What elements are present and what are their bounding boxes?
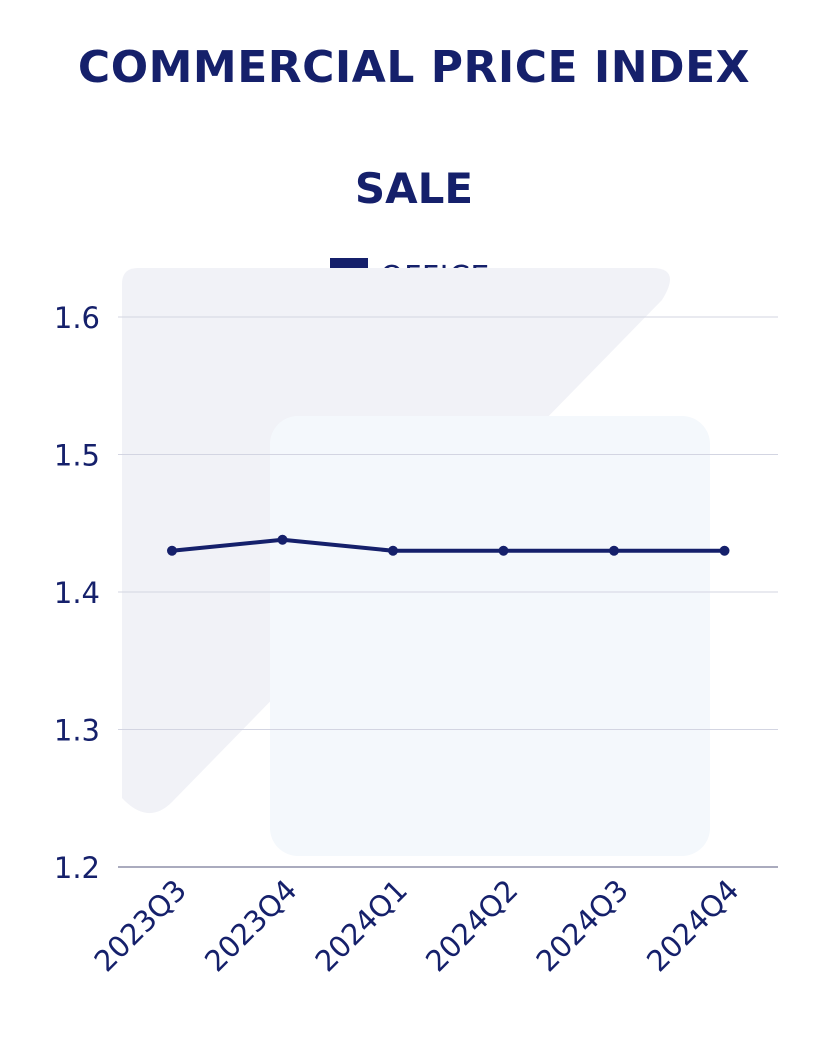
x-tick-label: 2023Q4 [198,873,303,978]
x-tick-label: 2024Q3 [530,873,635,978]
y-tick-label: 1.3 [54,714,100,748]
gridlines [118,316,778,868]
y-tick-label: 1.5 [54,439,100,473]
data-point[interactable] [609,545,619,556]
x-tick-label: 2023Q3 [88,873,193,978]
background-watermark [122,268,710,856]
data-point[interactable] [277,534,288,545]
data-point[interactable] [388,545,398,556]
data-point[interactable] [719,545,730,556]
series-office [167,534,730,556]
y-tick-label: 1.6 [54,301,100,335]
x-tick-label: 2024Q4 [640,873,745,978]
page-title: COMMERCIAL PRICE INDEX [77,42,751,93]
x-axis-ticks: 2023Q3 2023Q4 2024Q1 2024Q2 2024Q3 2024Q4 [88,873,746,978]
y-tick-label: 1.2 [54,851,100,885]
y-tick-label: 1.4 [54,576,100,610]
y-axis-ticks: 1.2 1.3 1.4 1.5 1.6 [54,301,100,885]
series-line-office [170,537,727,553]
x-tick-label: 2024Q2 [419,873,524,978]
x-tick-label: 2024Q1 [309,873,414,978]
data-point[interactable] [167,545,177,556]
data-point[interactable] [498,545,509,556]
chart-subtitle: SALE [354,164,474,213]
